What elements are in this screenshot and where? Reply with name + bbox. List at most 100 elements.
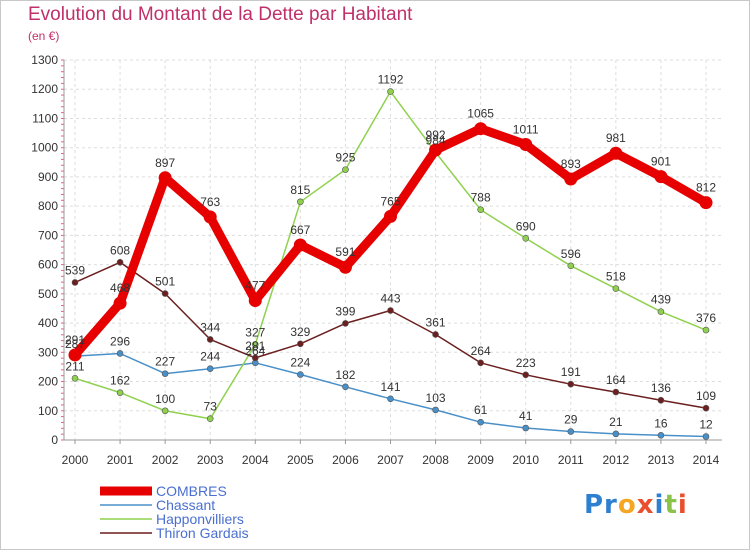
data-point-thiron-gardais — [387, 307, 394, 314]
data-label-thiron-gardais: 539 — [65, 263, 85, 277]
data-point-chassant — [702, 433, 710, 440]
y-tick-label: 300 — [38, 345, 58, 359]
data-point-thiron-gardais — [477, 359, 484, 367]
data-label-combres: 901 — [651, 155, 671, 169]
data-point-happonvilliers — [612, 285, 620, 292]
data-point-combres — [384, 209, 397, 223]
data-point-combres — [338, 260, 352, 274]
data-label-chassant: 21 — [609, 415, 623, 429]
legend-swatch — [100, 486, 152, 496]
data-label-chassant: 244 — [200, 350, 220, 364]
data-point-happonvilliers — [702, 326, 710, 334]
data-point-happonvilliers — [251, 341, 259, 348]
data-label-combres: 291 — [65, 333, 85, 347]
data-label-happonvilliers: 327 — [245, 325, 265, 339]
data-point-thiron-gardais — [567, 380, 575, 388]
data-point-thiron-gardais — [206, 336, 214, 343]
data-point-thiron-gardais — [161, 290, 169, 297]
data-point-combres — [158, 171, 172, 185]
data-point-thiron-gardais — [657, 396, 665, 404]
data-label-thiron-gardais: 136 — [651, 381, 671, 395]
data-label-thiron-gardais: 399 — [335, 304, 355, 318]
data-label-thiron-gardais: 223 — [516, 356, 536, 370]
data-label-combres: 1011 — [513, 122, 539, 136]
data-point-combres — [564, 172, 578, 186]
data-point-combres — [474, 122, 488, 136]
data-label-thiron-gardais: 281 — [245, 339, 265, 353]
chart-unit: (en €) — [28, 29, 60, 43]
data-point-chassant — [297, 371, 304, 378]
data-label-combres: 893 — [561, 157, 581, 171]
legend-item-chassant: Chassant — [100, 498, 249, 512]
data-point-combres — [519, 137, 533, 151]
x-tick-label: 2002 — [152, 453, 179, 467]
data-label-happonvilliers: 73 — [204, 400, 218, 414]
legend-label: Thiron Gardais — [156, 525, 249, 541]
data-label-happonvilliers: 925 — [335, 151, 355, 165]
legend-item-combres: COMBRES — [100, 484, 249, 498]
data-label-chassant: 287 — [65, 337, 85, 351]
data-label-thiron-gardais: 608 — [110, 243, 130, 257]
data-point-chassant — [567, 428, 575, 435]
data-label-combres: 468 — [110, 281, 130, 295]
data-label-happonvilliers: 100 — [155, 392, 175, 406]
data-point-thiron-gardais — [612, 388, 620, 396]
legend-item-happonvilliers: Happonvilliers — [100, 512, 249, 526]
y-tick-label: 400 — [38, 316, 58, 330]
legend: COMBRES Chassant Happonvilliers Thiron G… — [100, 484, 249, 540]
data-point-happonvilliers — [657, 308, 665, 315]
x-tick-label: 2014 — [693, 453, 720, 467]
data-label-happonvilliers: 788 — [471, 191, 491, 205]
data-point-chassant — [342, 383, 349, 391]
x-tick-label: 2005 — [287, 453, 314, 467]
data-point-chassant — [657, 432, 665, 439]
data-label-chassant: 296 — [110, 334, 130, 348]
data-label-chassant: 29 — [564, 413, 578, 427]
data-label-chassant: 61 — [474, 403, 488, 417]
legend-label: Happonvilliers — [156, 511, 244, 527]
data-point-chassant — [477, 418, 484, 426]
legend-label: Chassant — [156, 497, 216, 513]
data-point-happonvilliers — [297, 198, 304, 206]
data-label-chassant: 16 — [654, 416, 668, 430]
y-tick-label: 0 — [51, 433, 58, 447]
data-label-chassant: 227 — [155, 355, 175, 369]
data-label-happonvilliers: 690 — [516, 219, 536, 233]
data-label-combres: 765 — [380, 194, 400, 208]
data-label-combres: 812 — [696, 181, 716, 195]
y-tick-label: 1000 — [31, 141, 58, 155]
data-label-chassant: 103 — [426, 391, 446, 405]
x-tick-label: 2012 — [603, 453, 630, 467]
x-tick-label: 2008 — [422, 453, 449, 467]
plot-area — [64, 60, 722, 440]
data-point-chassant — [522, 424, 530, 432]
data-point-combres — [113, 296, 127, 310]
x-tick-label: 2010 — [512, 453, 539, 467]
data-label-thiron-gardais: 501 — [155, 275, 175, 289]
data-point-chassant — [387, 395, 394, 403]
data-point-thiron-gardais — [522, 371, 530, 379]
data-point-happonvilliers — [116, 389, 124, 396]
data-point-happonvilliers — [342, 166, 349, 173]
data-point-happonvilliers — [567, 262, 575, 270]
data-label-happonvilliers: 211 — [65, 359, 84, 373]
chart-title: Evolution du Montant de la Dette par Hab… — [28, 4, 413, 25]
data-label-happonvilliers: 984 — [426, 133, 446, 147]
y-tick-label: 900 — [38, 170, 58, 184]
data-point-combres — [203, 210, 217, 224]
data-point-happonvilliers — [71, 375, 79, 382]
y-tick-label: 1300 — [31, 53, 58, 67]
y-tick-label: 1100 — [32, 111, 58, 125]
data-point-chassant — [206, 365, 214, 372]
data-label-combres: 477 — [245, 279, 265, 293]
data-point-happonvilliers — [206, 415, 214, 422]
data-label-combres: 591 — [335, 245, 355, 259]
y-tick-label: 800 — [38, 199, 58, 213]
legend-swatch — [100, 518, 152, 520]
y-tick-label: 100 — [38, 404, 58, 418]
x-tick-label: 2006 — [332, 453, 359, 467]
data-label-chassant: 224 — [290, 356, 310, 370]
y-tick-label: 600 — [38, 258, 58, 272]
legend-label: COMBRES — [156, 483, 227, 499]
x-tick-label: 2009 — [467, 453, 494, 467]
